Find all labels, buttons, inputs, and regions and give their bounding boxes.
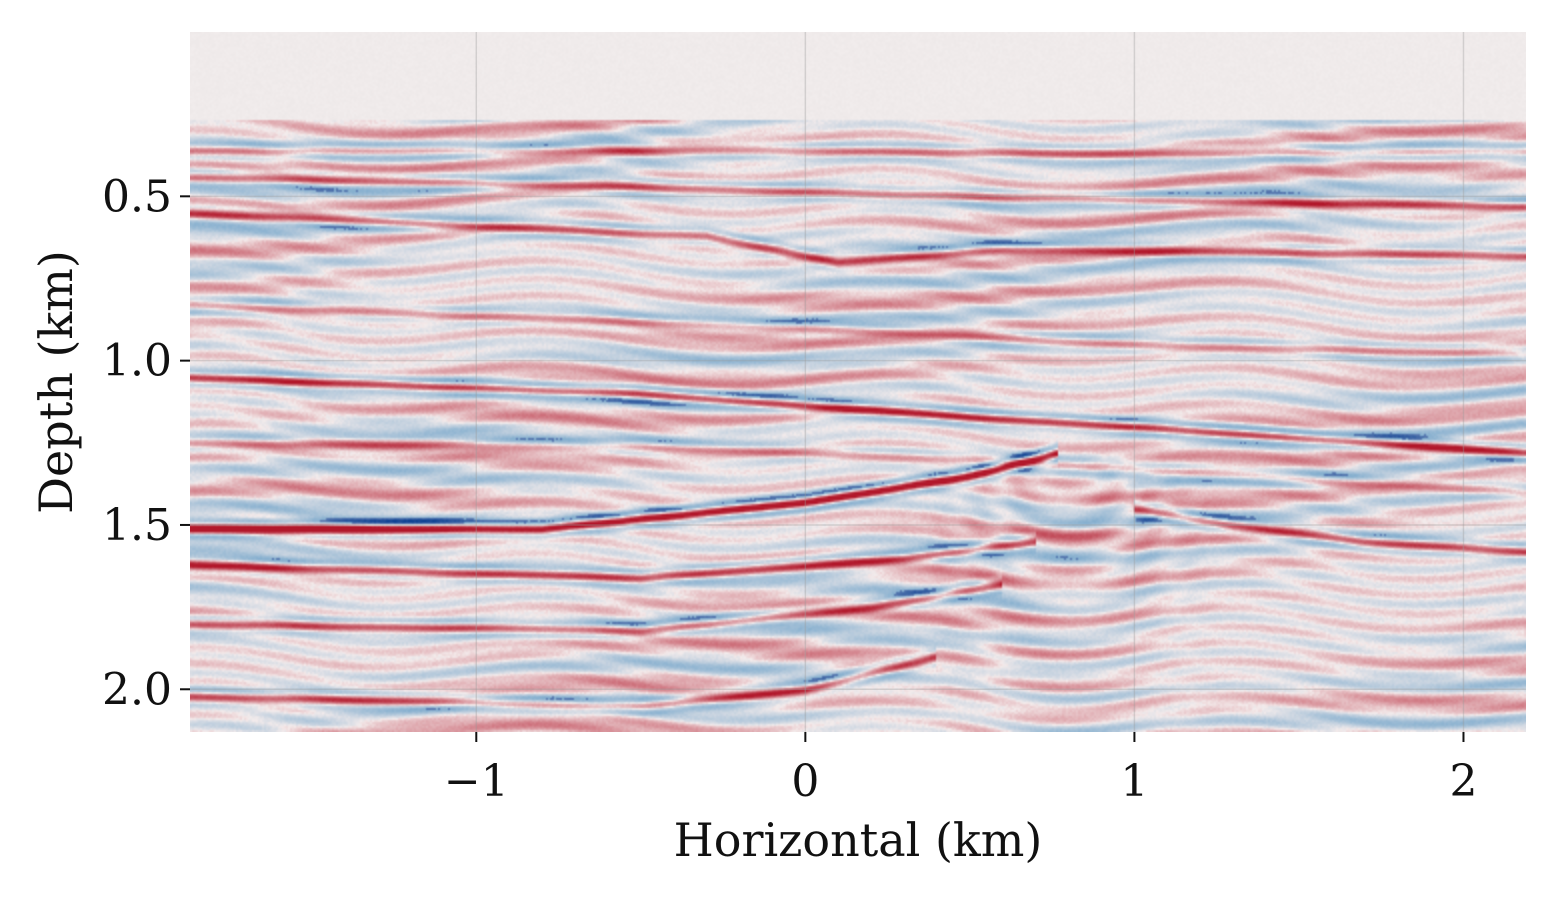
y-tick-label: 0.5: [102, 171, 172, 222]
x-tick-label: 2: [1449, 756, 1477, 807]
seismic-image: [190, 32, 1526, 732]
x-axis: −1 0 1 2: [444, 732, 1477, 807]
x-tick-label: −1: [444, 756, 509, 807]
plot-area: [190, 32, 1526, 732]
y-axis-label: Depth (km): [29, 250, 83, 514]
x-axis-label: Horizontal (km): [674, 813, 1043, 867]
y-tick-label: 1.0: [102, 336, 172, 387]
x-tick-label: 0: [791, 756, 819, 807]
grid: [190, 32, 1526, 732]
y-tick-label: 2.0: [102, 664, 172, 715]
y-axis: 0.5 1.0 1.5 2.0: [102, 171, 190, 715]
y-tick-label: 1.5: [102, 500, 172, 551]
x-tick-label: 1: [1120, 756, 1148, 807]
